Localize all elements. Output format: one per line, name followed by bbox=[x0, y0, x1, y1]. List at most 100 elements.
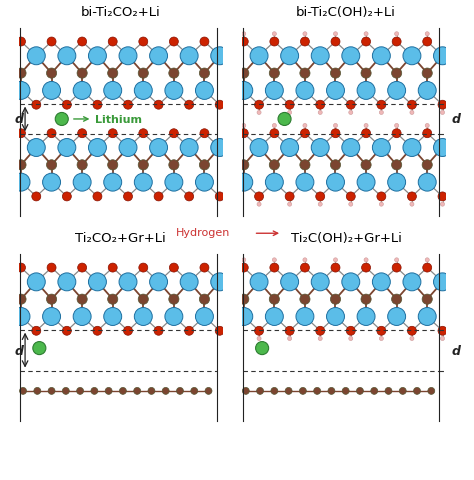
Circle shape bbox=[108, 69, 118, 79]
Circle shape bbox=[47, 38, 56, 47]
Circle shape bbox=[357, 174, 375, 192]
Circle shape bbox=[303, 33, 307, 37]
Circle shape bbox=[108, 130, 117, 138]
Circle shape bbox=[438, 192, 447, 202]
Circle shape bbox=[255, 342, 269, 355]
Circle shape bbox=[285, 388, 292, 395]
Circle shape bbox=[303, 258, 307, 263]
Circle shape bbox=[73, 308, 91, 326]
Circle shape bbox=[392, 294, 402, 305]
Circle shape bbox=[139, 130, 148, 138]
Circle shape bbox=[104, 82, 122, 100]
Circle shape bbox=[342, 48, 360, 66]
Circle shape bbox=[422, 160, 432, 170]
Circle shape bbox=[73, 174, 91, 192]
Circle shape bbox=[423, 264, 432, 273]
Circle shape bbox=[16, 160, 26, 170]
Circle shape bbox=[392, 264, 401, 273]
Circle shape bbox=[440, 111, 445, 115]
Circle shape bbox=[78, 38, 87, 47]
Circle shape bbox=[134, 308, 152, 326]
Circle shape bbox=[239, 160, 249, 170]
Circle shape bbox=[27, 139, 45, 157]
Circle shape bbox=[403, 139, 421, 157]
Circle shape bbox=[150, 48, 167, 66]
Circle shape bbox=[288, 111, 292, 115]
Circle shape bbox=[331, 38, 340, 47]
Circle shape bbox=[108, 294, 118, 305]
Circle shape bbox=[235, 174, 253, 192]
Circle shape bbox=[362, 130, 371, 138]
Circle shape bbox=[200, 264, 209, 273]
Circle shape bbox=[301, 130, 310, 138]
Circle shape bbox=[43, 174, 61, 192]
Circle shape bbox=[346, 192, 356, 202]
Circle shape bbox=[342, 273, 360, 291]
Circle shape bbox=[191, 388, 198, 395]
Circle shape bbox=[330, 294, 341, 305]
Circle shape bbox=[311, 48, 329, 66]
Circle shape bbox=[314, 388, 320, 395]
Circle shape bbox=[215, 101, 224, 110]
Circle shape bbox=[108, 38, 117, 47]
Circle shape bbox=[388, 82, 406, 100]
Circle shape bbox=[89, 273, 106, 291]
Circle shape bbox=[215, 192, 224, 202]
Circle shape bbox=[200, 160, 210, 170]
Circle shape bbox=[176, 388, 183, 395]
Circle shape bbox=[63, 326, 72, 336]
Circle shape bbox=[392, 160, 402, 170]
Circle shape bbox=[271, 388, 278, 395]
Circle shape bbox=[93, 101, 102, 110]
Circle shape bbox=[250, 273, 268, 291]
Circle shape bbox=[364, 124, 368, 128]
Circle shape bbox=[399, 388, 406, 395]
Circle shape bbox=[408, 101, 417, 110]
Circle shape bbox=[78, 130, 87, 138]
Circle shape bbox=[362, 264, 371, 273]
Circle shape bbox=[392, 69, 402, 79]
Circle shape bbox=[119, 388, 127, 395]
Circle shape bbox=[257, 111, 261, 115]
Circle shape bbox=[104, 308, 122, 326]
Circle shape bbox=[285, 192, 294, 202]
Circle shape bbox=[154, 192, 163, 202]
Circle shape bbox=[346, 326, 356, 336]
Circle shape bbox=[46, 294, 57, 305]
Circle shape bbox=[46, 160, 57, 170]
Circle shape bbox=[165, 308, 183, 326]
Circle shape bbox=[12, 308, 30, 326]
Circle shape bbox=[428, 388, 435, 395]
Circle shape bbox=[33, 342, 46, 355]
Circle shape bbox=[265, 174, 283, 192]
Circle shape bbox=[328, 388, 335, 395]
Circle shape bbox=[169, 130, 178, 138]
Circle shape bbox=[330, 69, 341, 79]
Circle shape bbox=[105, 388, 112, 395]
Circle shape bbox=[55, 113, 68, 126]
Circle shape bbox=[330, 160, 341, 170]
Circle shape bbox=[418, 82, 436, 100]
Circle shape bbox=[327, 174, 345, 192]
Circle shape bbox=[333, 33, 337, 37]
Circle shape bbox=[418, 174, 436, 192]
Circle shape bbox=[124, 101, 133, 110]
Circle shape bbox=[215, 326, 224, 336]
Circle shape bbox=[63, 101, 72, 110]
Circle shape bbox=[119, 273, 137, 291]
Circle shape bbox=[377, 192, 386, 202]
Circle shape bbox=[300, 69, 310, 79]
Circle shape bbox=[349, 337, 353, 341]
Circle shape bbox=[12, 174, 30, 192]
Circle shape bbox=[134, 82, 152, 100]
Circle shape bbox=[394, 258, 399, 263]
Circle shape bbox=[48, 388, 55, 395]
Circle shape bbox=[119, 48, 137, 66]
Circle shape bbox=[108, 160, 118, 170]
Circle shape bbox=[27, 48, 45, 66]
Circle shape bbox=[257, 337, 261, 341]
Circle shape bbox=[58, 139, 76, 157]
Circle shape bbox=[281, 48, 299, 66]
Circle shape bbox=[440, 337, 445, 341]
Circle shape bbox=[300, 160, 310, 170]
